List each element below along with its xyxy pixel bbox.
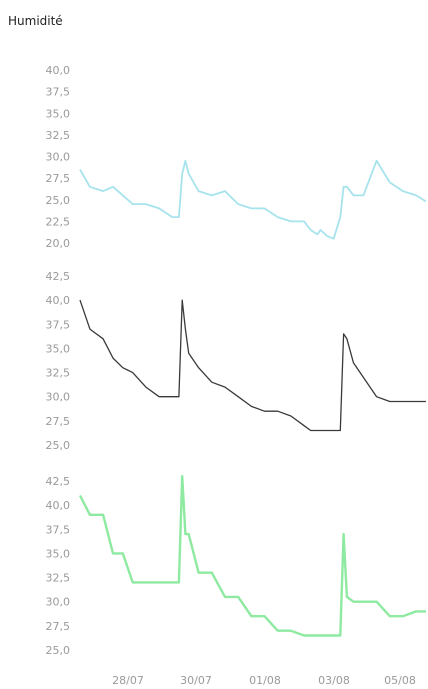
y-tick-label: 40,0 (46, 294, 71, 307)
y-tick-label: 25,0 (46, 194, 71, 207)
y-tick-label: 20,0 (46, 237, 71, 250)
page-title: Humidité (8, 14, 63, 28)
series-line-3 (78, 475, 426, 637)
y-tick-label: 37,5 (46, 86, 71, 99)
x-tick-label: 05/08 (384, 674, 416, 687)
y-tick-label: 30,0 (46, 391, 71, 404)
y-tick-label: 42,5 (46, 270, 71, 283)
y-tick-label: 40,0 (46, 64, 71, 77)
y-tick-label: 27,5 (46, 415, 71, 428)
x-tick-label: 01/08 (249, 674, 281, 687)
y-tick-label: 37,5 (46, 523, 71, 536)
y-tick-label: 27,5 (46, 172, 71, 185)
x-tick-label: 03/08 (318, 674, 350, 687)
y-tick-label: 30,0 (46, 151, 71, 164)
y-tick-label: 27,5 (46, 620, 71, 633)
y-tick-label: 32,5 (46, 129, 71, 142)
series-line-2 (79, 299, 426, 432)
x-tick-label: 28/07 (112, 674, 144, 687)
y-tick-label: 35,0 (46, 107, 71, 120)
y-tick-label: 22,5 (46, 215, 71, 228)
y-tick-label: 35,0 (46, 342, 71, 355)
y-tick-label: 37,5 (46, 318, 71, 331)
y-tick-label: 32,5 (46, 572, 71, 585)
y-tick-label: 25,0 (46, 644, 71, 657)
y-tick-label: 30,0 (46, 596, 71, 609)
series-line-1 (79, 159, 427, 240)
y-tick-label: 40,0 (46, 499, 71, 512)
y-tick-label: 25,0 (46, 439, 71, 452)
y-tick-label: 32,5 (46, 367, 71, 380)
x-tick-label: 30/07 (180, 674, 212, 687)
y-tick-label: 35,0 (46, 547, 71, 560)
y-tick-label: 42,5 (46, 475, 71, 488)
